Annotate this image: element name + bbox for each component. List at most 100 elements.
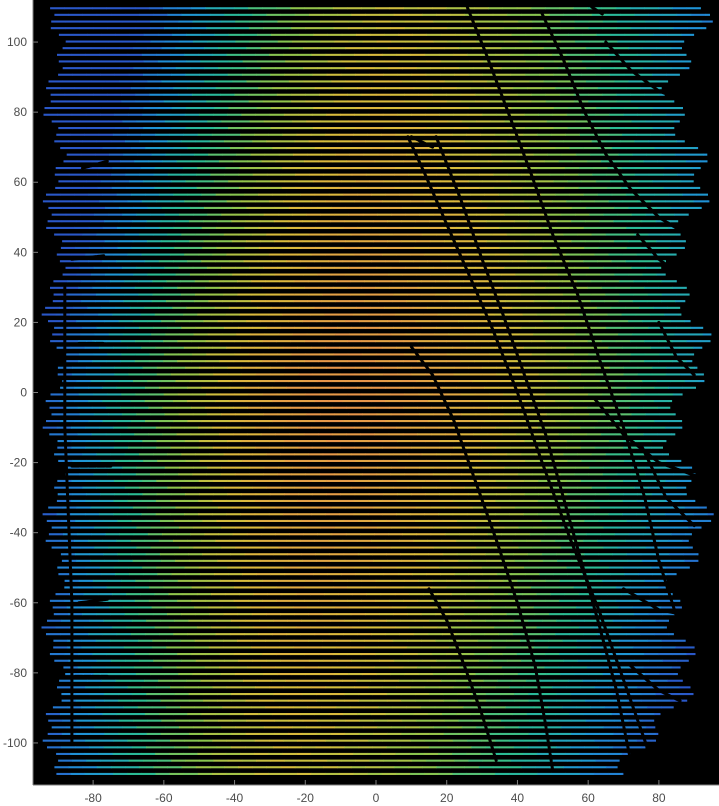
scan-row-segment (232, 719, 247, 722)
scan-row-segment (537, 426, 553, 429)
scan-row-segment (120, 406, 135, 409)
scan-row-segment (62, 240, 77, 243)
scan-row-segment (48, 533, 64, 536)
scan-row-segment (185, 493, 200, 496)
scan-row-segment (629, 406, 644, 409)
scan-row-segment (460, 579, 476, 582)
scan-row-segment (240, 200, 256, 203)
scan-row-segment (375, 586, 390, 589)
scan-row-segment (75, 693, 91, 696)
scan-row-segment (310, 752, 326, 755)
scan-row-segment (527, 553, 543, 556)
scan-row-segment (587, 406, 602, 409)
scan-row-segment (427, 400, 443, 403)
scan-row-segment (88, 400, 103, 403)
scan-row-segment (440, 180, 455, 183)
scan-row-segment (665, 686, 680, 689)
scan-row-segment (284, 493, 299, 496)
scan-row-segment (640, 713, 655, 716)
scan-row-segment (330, 699, 345, 702)
scan-row-segment (42, 200, 58, 203)
scan-row-segment (665, 499, 680, 502)
scan-row-segment (493, 593, 509, 596)
scan-row-segment (220, 579, 235, 582)
scan-row-segment (213, 127, 229, 130)
scan-row-segment (199, 127, 215, 130)
scan-row-segment (538, 373, 554, 376)
scan-row-segment (529, 506, 544, 509)
scan-row-segment (669, 693, 685, 696)
scan-row-segment (630, 286, 645, 289)
scan-row-segment (173, 87, 188, 90)
scan-row-segment (286, 400, 301, 403)
scan-row-segment (546, 266, 561, 269)
scan-row-segment (545, 393, 561, 396)
scan-row-segment (442, 420, 457, 423)
scan-row-segment (566, 426, 581, 429)
scan-row-segment (181, 140, 196, 143)
scan-row-segment (314, 193, 330, 196)
scan-row-segment (645, 413, 660, 416)
scan-row-segment (382, 113, 398, 116)
scan-row-segment (373, 320, 388, 323)
scan-row-segment (562, 300, 577, 303)
scan-row-segment (536, 167, 552, 170)
scan-row-segment (153, 486, 168, 489)
scan-row-segment (208, 153, 223, 156)
scan-row-segment (541, 519, 557, 522)
scan-row-segment (670, 320, 685, 323)
scan-row-segment (279, 639, 295, 642)
scan-row-segment (530, 433, 545, 436)
scan-row-segment (583, 633, 598, 636)
scan-row-segment (616, 93, 631, 96)
scan-row-segment (457, 699, 473, 702)
scan-row-segment (206, 353, 221, 356)
scan-row-segment (193, 546, 208, 549)
scan-row-segment (573, 653, 588, 656)
scan-row-segment (68, 766, 84, 769)
scan-row-segment (205, 340, 221, 343)
scan-row-segment (560, 213, 576, 216)
scan-row-segment (468, 107, 484, 110)
scan-row-segment (253, 167, 269, 170)
scan-row-segment (546, 413, 561, 416)
scan-row-segment (399, 400, 414, 403)
scan-row-segment (550, 313, 566, 316)
scan-row-segment (162, 406, 178, 409)
scan-row-segment (638, 127, 653, 130)
scan-row-segment (46, 420, 61, 423)
scan-row-segment (476, 213, 491, 216)
scan-row-segment (87, 679, 102, 682)
scan-row-segment (240, 53, 256, 56)
scan-row-segment (580, 440, 596, 443)
scan-row-segment (520, 233, 536, 236)
scan-row-segment (655, 246, 670, 249)
scan-row-segment (498, 226, 514, 229)
scan-row-segment (391, 726, 406, 729)
scan-row-segment (124, 613, 140, 616)
scan-row-segment (108, 333, 124, 336)
scan-row-segment (667, 306, 681, 309)
scan-row-segment (358, 619, 373, 622)
scan-row-segment (127, 133, 142, 136)
scan-row-segment (489, 579, 504, 582)
scan-row-segment (132, 320, 148, 323)
scan-row-segment (48, 719, 63, 722)
scan-row-segment (169, 253, 185, 256)
scan-row-segment (125, 173, 140, 176)
scan-row-segment (642, 47, 657, 50)
scan-row-segment (480, 626, 495, 629)
scan-row-segment (119, 67, 134, 70)
scan-row-segment (232, 380, 247, 383)
scan-row-segment (297, 513, 312, 516)
scan-row-segment (263, 413, 279, 416)
scan-row-segment (410, 253, 425, 256)
scan-row-segment (406, 646, 422, 649)
scan-row-segment (662, 613, 677, 616)
scan-row-segment (408, 186, 424, 189)
scan-row-segment (454, 759, 469, 762)
scan-row-segment (192, 93, 207, 96)
scan-row-segment (557, 240, 572, 243)
scan-row-segment (306, 466, 321, 469)
scan-row-segment (282, 626, 297, 629)
